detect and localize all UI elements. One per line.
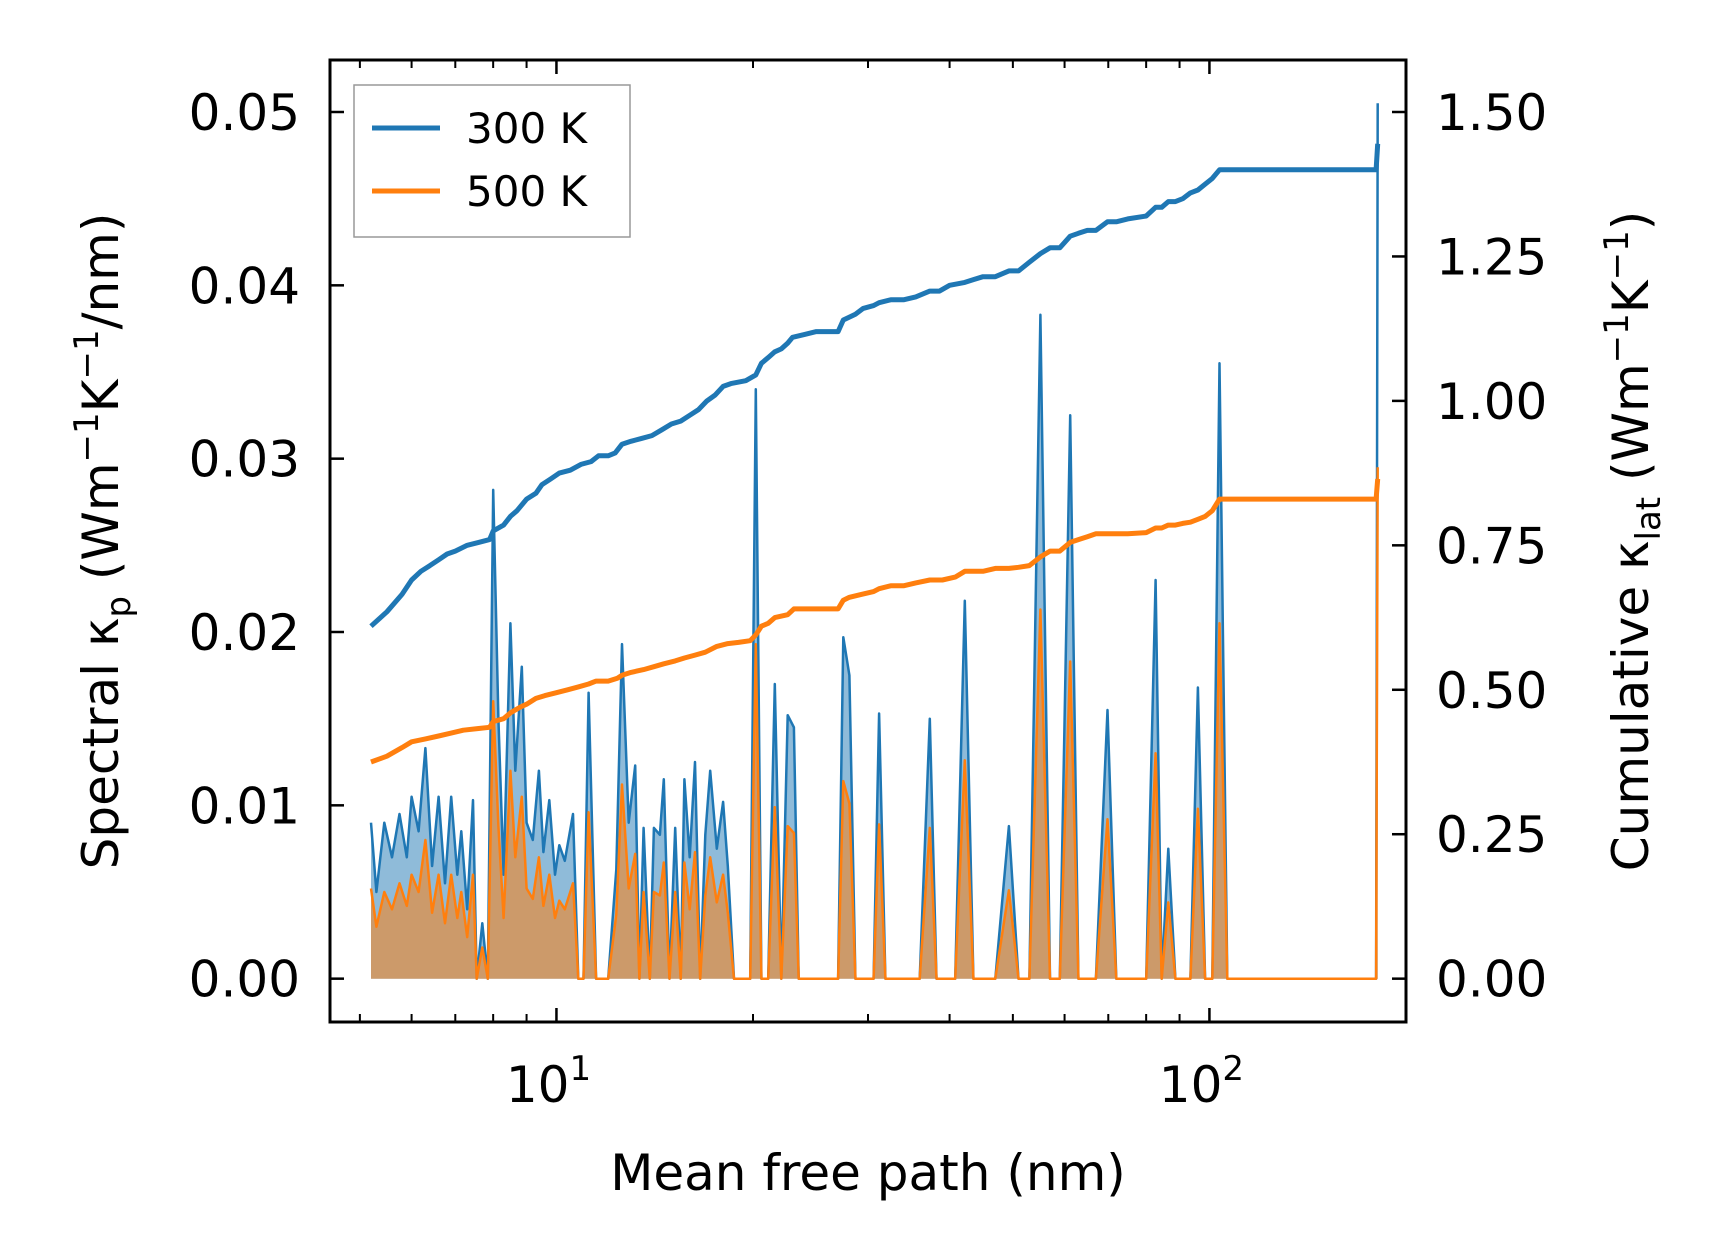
legend-label-300k: 300 K <box>466 104 589 153</box>
cumulative-line-300k <box>369 143 1381 629</box>
ylabel-left-sup2: −1 <box>67 329 107 379</box>
x-tick-label-base: 10 <box>1159 1056 1223 1114</box>
spectral-fills <box>369 103 1379 980</box>
ylabel-right-sup2: −1 <box>1597 230 1637 280</box>
legend: 300 K 500 K <box>353 84 631 238</box>
axis-tick-labels: 101 1020.000.010.020.030.040.050.000.250.… <box>189 84 1548 1114</box>
y-right-tick-label-4: 1.00 <box>1436 373 1547 431</box>
ylabel-right-suffix: ) <box>1602 211 1660 231</box>
y-left-tick-label-0: 0.00 <box>189 951 300 1009</box>
ylabel-left-sub: p <box>99 596 139 618</box>
cumulative-line-500k <box>370 478 1381 765</box>
y-left-tick-label-2: 0.02 <box>189 604 300 662</box>
y-right-tick-label-6: 1.50 <box>1436 84 1547 142</box>
axis-ticks <box>330 60 1406 1022</box>
ylabel-left-suffix: /nm) <box>72 213 130 330</box>
x-tick-label-0: 101 <box>506 1049 591 1114</box>
ylabel-right-mid: (Wm <box>1602 363 1660 497</box>
ylabel-left-prefix: Spectral κ <box>72 618 130 870</box>
spectral-line-500k <box>369 467 1379 980</box>
ylabel-left-mid2: K <box>72 378 130 412</box>
y-right-tick-label-0: 0.00 <box>1436 951 1547 1009</box>
y-right-tick-label-5: 1.25 <box>1436 228 1547 286</box>
legend-box <box>353 84 631 238</box>
y-left-tick-label-3: 0.03 <box>189 431 300 489</box>
y-left-tick-label-5: 0.05 <box>189 84 300 142</box>
x-tick-label-1: 102 <box>1159 1049 1244 1114</box>
ylabel-left-mid: (Wm <box>72 462 130 596</box>
y-axis-label-right: Cumulative κlat (Wm−1K−1) <box>1597 211 1669 871</box>
ylabel-right-mid2: K <box>1602 279 1660 313</box>
y-right-tick-label-3: 0.75 <box>1436 517 1547 575</box>
x-axis-label: Mean free path (nm) <box>610 1144 1126 1202</box>
ylabel-right-sup1: −1 <box>1597 313 1637 363</box>
ylabel-left-sup1: −1 <box>67 412 107 462</box>
x-tick-label-exponent: 2 <box>1222 1049 1244 1089</box>
legend-label-500k: 500 K <box>466 167 589 216</box>
y-right-tick-label-2: 0.50 <box>1436 662 1547 720</box>
y-left-tick-label-1: 0.01 <box>189 777 300 835</box>
x-tick-label-exponent: 1 <box>569 1049 591 1089</box>
ylabel-right-prefix: Cumulative κ <box>1602 540 1660 871</box>
spectral-fill-500k <box>371 467 1378 979</box>
ylabel-right-sub: lat <box>1629 497 1669 541</box>
spectral-fill-300k <box>371 103 1378 979</box>
y-left-tick-label-4: 0.04 <box>189 257 300 315</box>
series-lines <box>369 143 1381 765</box>
y-right-tick-label-1: 0.25 <box>1436 806 1547 864</box>
x-tick-label-base: 10 <box>506 1056 570 1114</box>
y-axis-label-left: Spectral κp (Wm−1K−1/nm) <box>67 213 139 870</box>
